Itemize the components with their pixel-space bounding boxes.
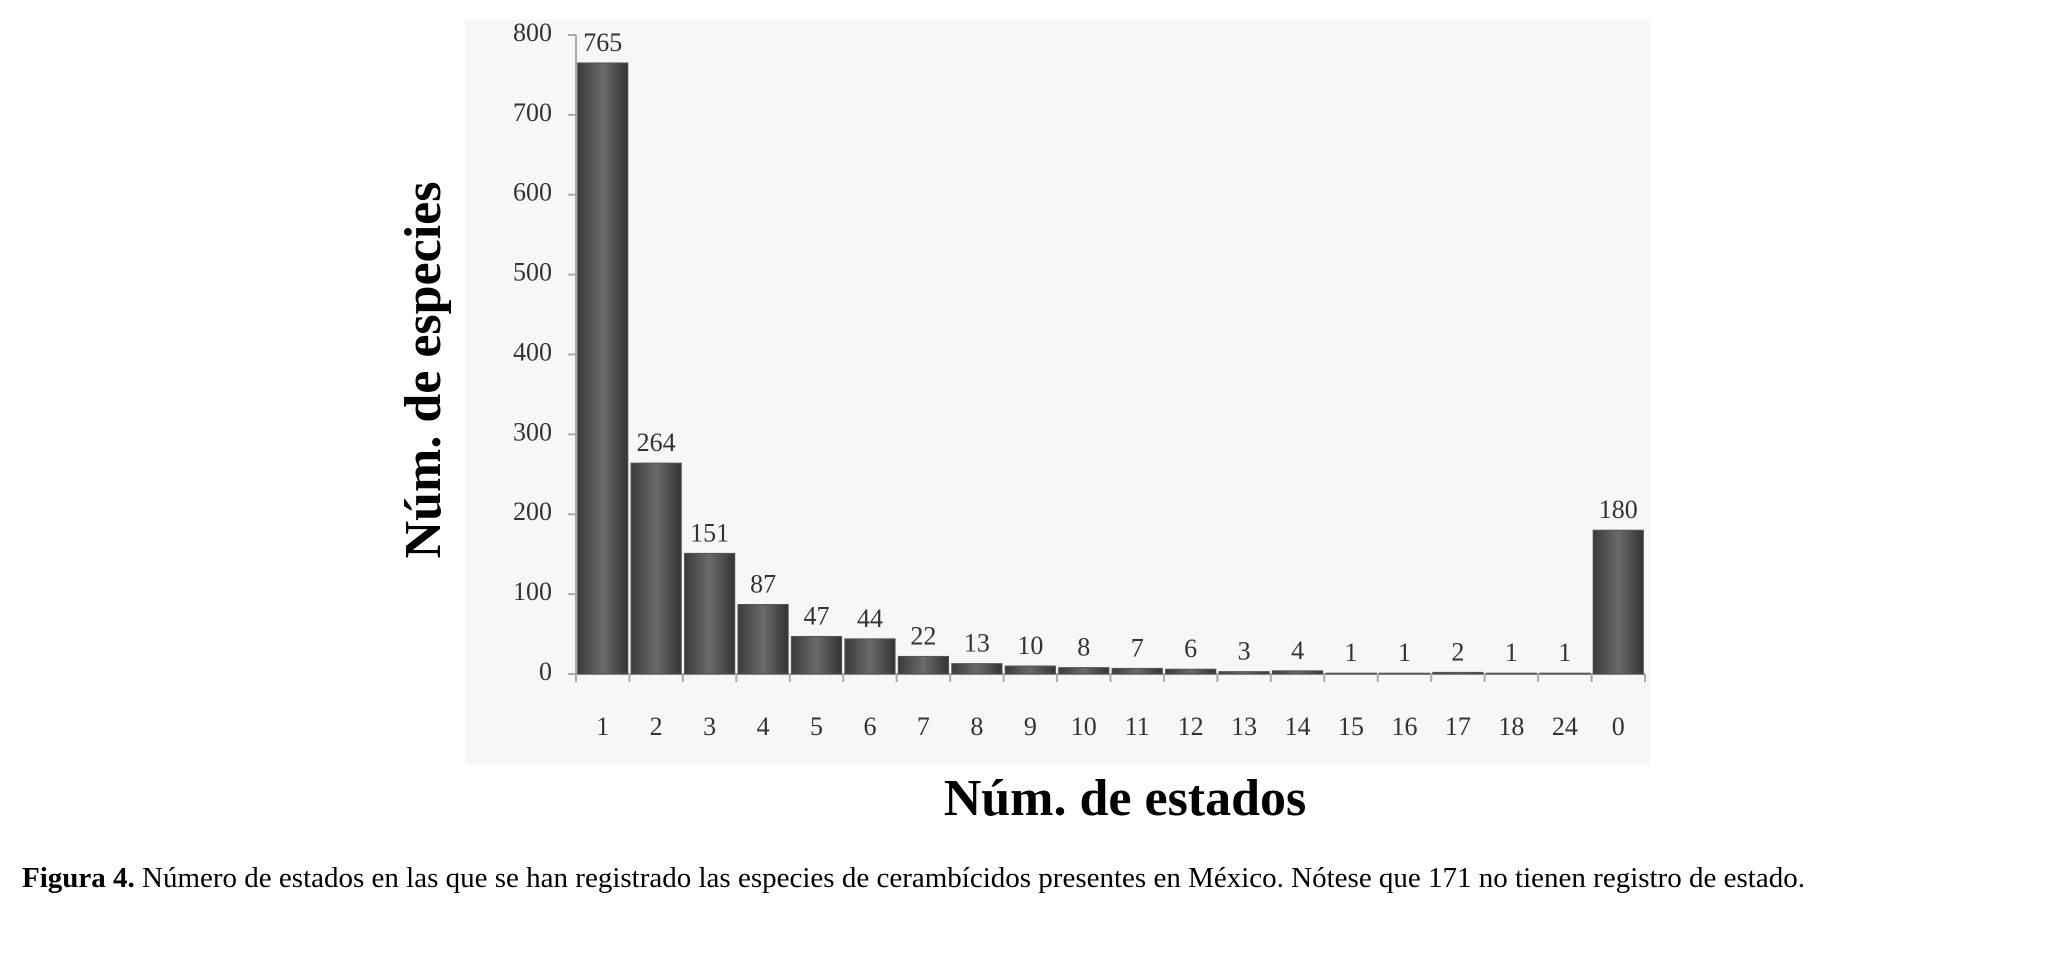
value-label: 10 bbox=[1017, 631, 1043, 660]
x-tick-label: 6 bbox=[863, 712, 876, 741]
value-label: 4 bbox=[1291, 636, 1304, 665]
y-axis-title: Núm. de especies bbox=[395, 182, 452, 559]
value-label: 1 bbox=[1345, 638, 1358, 667]
value-label: 1 bbox=[1558, 638, 1571, 667]
value-label: 7 bbox=[1131, 633, 1144, 662]
bar bbox=[577, 62, 629, 675]
y-tick-label: 800 bbox=[513, 18, 552, 47]
x-tick-label: 3 bbox=[703, 712, 716, 741]
value-label: 765 bbox=[583, 28, 622, 57]
x-tick-label: 13 bbox=[1231, 712, 1257, 741]
caption-text: Número de estados en las que se han regi… bbox=[142, 862, 1805, 894]
x-tick-label: 11 bbox=[1125, 712, 1150, 741]
x-tick-label: 24 bbox=[1552, 712, 1578, 741]
y-tick-label: 0 bbox=[539, 657, 552, 686]
bar bbox=[1592, 529, 1644, 675]
x-tick-label: 5 bbox=[810, 712, 823, 741]
bar bbox=[1111, 667, 1163, 675]
x-tick-label: 10 bbox=[1071, 712, 1097, 741]
y-tick-label: 400 bbox=[513, 337, 552, 366]
bar bbox=[844, 638, 896, 675]
x-tick-label: 14 bbox=[1285, 712, 1311, 741]
chart: Núm. de estados Núm. de especies 0100200… bbox=[395, 17, 1646, 827]
x-tick-label: 9 bbox=[1024, 712, 1037, 741]
x-tick-label: 4 bbox=[757, 712, 770, 741]
x-tick-label: 18 bbox=[1498, 712, 1524, 741]
bar bbox=[684, 552, 736, 675]
x-tick-label: 2 bbox=[650, 712, 663, 741]
x-axis-title: Núm. de estados bbox=[944, 770, 1307, 827]
bar bbox=[1485, 672, 1537, 675]
value-label: 180 bbox=[1599, 495, 1638, 524]
x-tick-label: 8 bbox=[970, 712, 983, 741]
bar bbox=[630, 462, 682, 675]
x-tick-label: 16 bbox=[1391, 712, 1417, 741]
value-label: 1 bbox=[1505, 638, 1518, 667]
bar bbox=[1218, 671, 1270, 675]
value-label: 2 bbox=[1451, 637, 1464, 666]
bar bbox=[1539, 672, 1591, 675]
value-label: 47 bbox=[804, 601, 830, 630]
value-label: 6 bbox=[1184, 634, 1197, 663]
bar bbox=[1058, 667, 1110, 675]
y-tick-label: 700 bbox=[513, 98, 552, 127]
caption-label: Figura 4. bbox=[22, 862, 135, 894]
bar bbox=[1165, 668, 1217, 675]
value-label: 87 bbox=[750, 569, 776, 598]
value-label: 8 bbox=[1077, 633, 1090, 662]
value-label: 3 bbox=[1238, 637, 1251, 666]
caption: Figura 4. Número de estados en las que s… bbox=[22, 858, 2027, 898]
y-tick-label: 600 bbox=[513, 178, 552, 207]
bar bbox=[790, 635, 843, 675]
bar bbox=[897, 655, 950, 675]
bar bbox=[1432, 671, 1484, 675]
bar bbox=[737, 604, 789, 675]
value-label: 151 bbox=[690, 518, 729, 547]
value-label: 22 bbox=[910, 621, 936, 650]
x-tick-label: 1 bbox=[596, 712, 609, 741]
bar bbox=[1004, 665, 1056, 675]
x-tick-label: 17 bbox=[1445, 712, 1471, 741]
value-label: 1 bbox=[1398, 638, 1411, 667]
x-tick-label: 15 bbox=[1338, 712, 1364, 741]
value-label: 13 bbox=[964, 629, 990, 658]
value-label: 44 bbox=[857, 604, 883, 633]
y-tick-label: 300 bbox=[513, 417, 552, 446]
x-tick-label: 12 bbox=[1178, 712, 1204, 741]
y-tick-label: 500 bbox=[513, 258, 552, 287]
bar bbox=[1271, 670, 1324, 675]
bar bbox=[951, 663, 1003, 675]
value-label: 264 bbox=[637, 428, 676, 457]
x-tick-label: 0 bbox=[1612, 712, 1625, 741]
bar bbox=[1325, 672, 1377, 675]
bar bbox=[1378, 672, 1431, 675]
x-tick-label: 7 bbox=[917, 712, 930, 741]
y-tick-label: 200 bbox=[513, 497, 552, 526]
y-tick-label: 100 bbox=[513, 577, 552, 606]
